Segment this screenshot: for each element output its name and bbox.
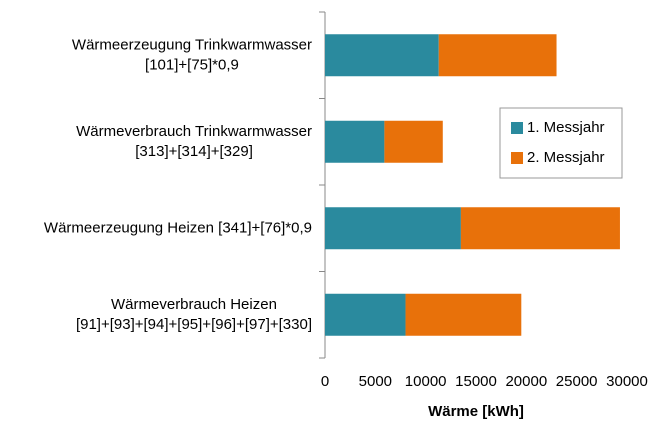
legend-swatch xyxy=(511,122,523,134)
bar xyxy=(384,120,443,163)
bar xyxy=(325,293,406,336)
x-tick-label: 10000 xyxy=(405,373,447,390)
bar xyxy=(438,34,557,77)
bar xyxy=(460,207,620,250)
y-tick-label: Wärmeerzeugung Trinkwarmwasser [101]+[75]… xyxy=(72,36,312,73)
bar xyxy=(325,120,385,163)
legend xyxy=(499,107,623,179)
x-tick-label: 5000 xyxy=(359,373,392,390)
bar xyxy=(405,293,522,336)
bar xyxy=(325,34,439,77)
y-tick-label: Wärmeerzeugung Heizen [341]+[76]*0,9 xyxy=(44,219,312,236)
x-tick-label: 15000 xyxy=(455,373,497,390)
legend-swatch xyxy=(511,152,523,164)
x-tick-label: 30000 xyxy=(606,373,648,390)
bar xyxy=(325,207,461,250)
x-tick-label: 25000 xyxy=(556,373,598,390)
legend-label: 2. Messjahr xyxy=(527,149,605,166)
x-tick-label: 0 xyxy=(321,373,329,390)
y-tick-label: Wärmeverbrauch Heizen [91]+[93]+[94]+[95]… xyxy=(76,296,312,333)
x-axis-title: Wärme [kWh] xyxy=(428,403,524,420)
x-tick-label: 20000 xyxy=(505,373,547,390)
legend-label: 1. Messjahr xyxy=(527,119,605,136)
y-tick-label: Wärmeverbrauch Trinkwarmwasser [313]+[314… xyxy=(76,123,312,160)
